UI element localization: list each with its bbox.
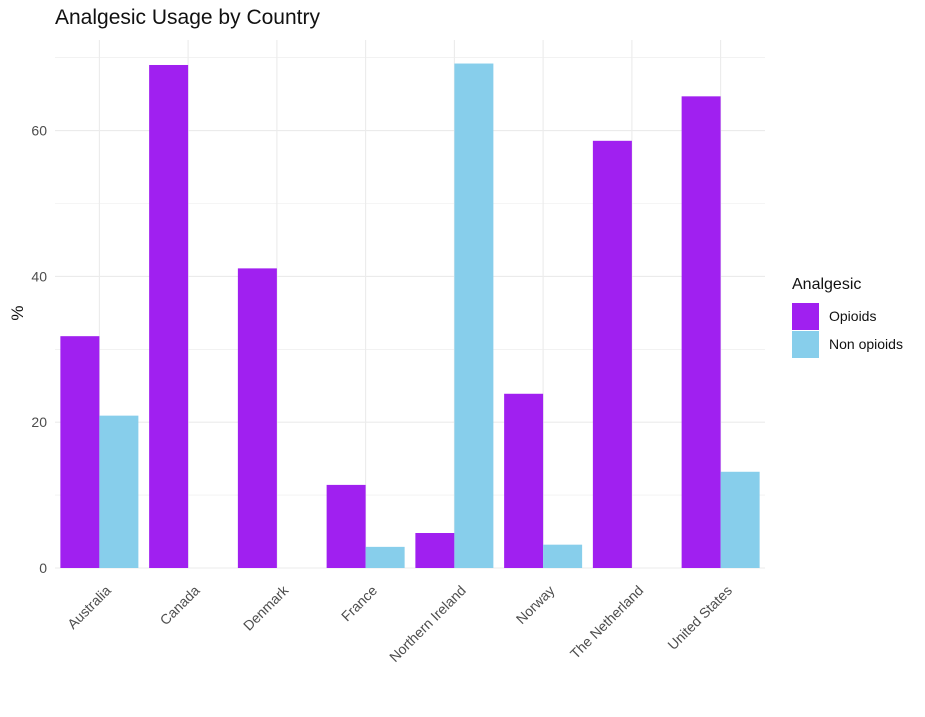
x-tick-label: Denmark	[240, 581, 292, 633]
legend-swatch-opioids	[792, 302, 819, 330]
x-tick-label: United States	[664, 582, 735, 653]
y-tick-label: 20	[31, 414, 47, 430]
y-axis-ticks: 0 20 40 60	[31, 123, 47, 576]
bar-non-opioids-united-states	[720, 471, 760, 568]
x-tick-label: Australia	[64, 582, 114, 632]
bar-opioids-canada	[149, 64, 189, 569]
bar-opioids-france	[326, 484, 366, 568]
y-axis-label: %	[8, 305, 27, 320]
legend-item-non-opioids: Non opioids	[792, 330, 903, 358]
legend: Analgesic Opioids Non opioids	[792, 276, 903, 358]
legend-swatch-non-opioids	[792, 330, 819, 358]
y-tick-label: 40	[31, 268, 47, 284]
bars	[60, 63, 760, 569]
legend-title: Analgesic	[792, 276, 862, 293]
bar-non-opioids-norway	[543, 544, 583, 568]
bar-opioids-norway	[504, 393, 544, 568]
y-tick-label: 60	[31, 123, 47, 139]
y-tick-label: 0	[39, 560, 47, 576]
x-tick-label: Northern Ireland	[386, 582, 469, 665]
bar-non-opioids-france	[365, 546, 405, 568]
chart-title: Analgesic Usage by Country	[55, 6, 320, 29]
bar-non-opioids-northern-ireland	[454, 63, 494, 568]
bar-opioids-united-states	[681, 96, 721, 568]
x-tick-label: Canada	[157, 582, 203, 628]
x-axis-ticks: Australia Canada Denmark France Northern Ire…	[64, 581, 735, 665]
legend-item-opioids: Opioids	[792, 302, 903, 330]
bar-non-opioids-australia	[99, 415, 139, 568]
x-tick-label: Norway	[513, 582, 558, 627]
legend-label-non-opioids: Non opioids	[829, 336, 903, 352]
bar-opioids-the-netherland	[592, 140, 632, 568]
bar-opioids-denmark	[237, 268, 277, 568]
x-tick-label: France	[338, 582, 380, 624]
bar-opioids-northern-ireland	[415, 533, 455, 568]
legend-label-opioids: Opioids	[829, 308, 877, 324]
x-tick-label: The Netherland	[567, 582, 647, 662]
bar-opioids-australia	[60, 336, 100, 568]
